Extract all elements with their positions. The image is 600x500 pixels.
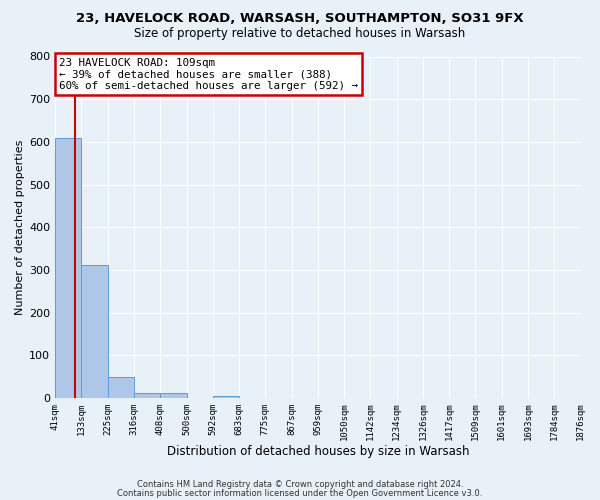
Bar <box>213 396 239 398</box>
Text: 23, HAVELOCK ROAD, WARSASH, SOUTHAMPTON, SO31 9FX: 23, HAVELOCK ROAD, WARSASH, SOUTHAMPTON,… <box>76 12 524 26</box>
Text: Size of property relative to detached houses in Warsash: Size of property relative to detached ho… <box>134 28 466 40</box>
Bar <box>134 393 160 398</box>
X-axis label: Distribution of detached houses by size in Warsash: Distribution of detached houses by size … <box>167 444 469 458</box>
Bar <box>82 265 108 398</box>
Text: 23 HAVELOCK ROAD: 109sqm
← 39% of detached houses are smaller (388)
60% of semi-: 23 HAVELOCK ROAD: 109sqm ← 39% of detach… <box>59 58 358 91</box>
Bar <box>160 393 187 398</box>
Text: Contains public sector information licensed under the Open Government Licence v3: Contains public sector information licen… <box>118 490 482 498</box>
Text: Contains HM Land Registry data © Crown copyright and database right 2024.: Contains HM Land Registry data © Crown c… <box>137 480 463 489</box>
Bar <box>108 377 134 398</box>
Bar <box>55 138 82 398</box>
Y-axis label: Number of detached properties: Number of detached properties <box>15 140 25 315</box>
